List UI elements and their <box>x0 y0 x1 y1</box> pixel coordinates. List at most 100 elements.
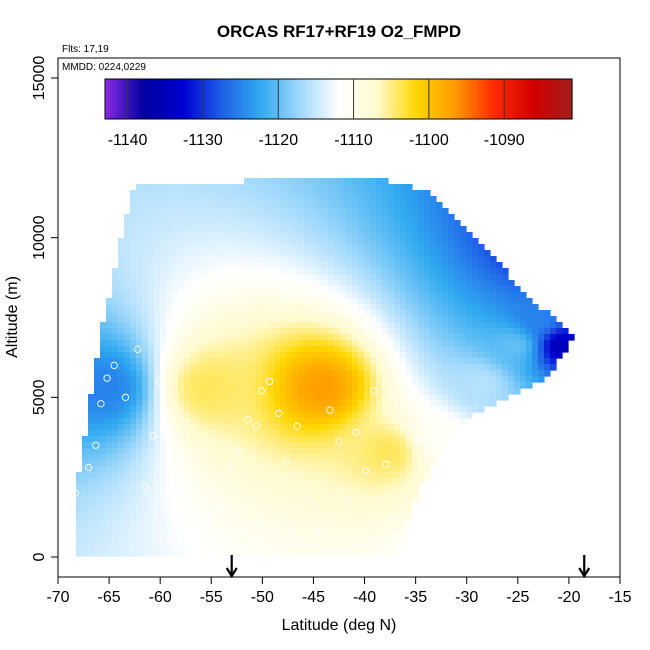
heatmap-cell <box>106 472 113 479</box>
heatmap-cell <box>334 286 341 293</box>
heatmap-cell <box>142 340 149 347</box>
heatmap-cell <box>202 232 209 239</box>
heatmap-cell <box>220 232 227 239</box>
observation-point <box>265 377 274 386</box>
heatmap-cell <box>370 406 377 413</box>
heatmap-cell <box>412 442 419 449</box>
heatmap-cell <box>364 328 371 335</box>
heatmap-cell <box>286 364 293 371</box>
heatmap-cell <box>286 298 293 305</box>
heatmap-cell <box>250 370 257 377</box>
heatmap-cell <box>256 526 263 533</box>
heatmap-cell <box>490 352 497 359</box>
heatmap-cell <box>214 214 221 221</box>
heatmap-cell <box>166 322 173 329</box>
heatmap-cell <box>478 316 485 323</box>
heatmap-cell <box>256 478 263 485</box>
heatmap-cell <box>340 538 347 545</box>
heatmap-cell <box>280 244 287 251</box>
heatmap-cell <box>190 490 197 497</box>
heatmap-cell <box>352 358 359 365</box>
heatmap-cell <box>250 478 257 485</box>
heatmap-cell <box>268 484 275 491</box>
heatmap-cell <box>196 436 203 443</box>
heatmap-cell <box>364 406 371 413</box>
heatmap-cell <box>292 418 299 425</box>
heatmap-cell <box>370 418 377 425</box>
heatmap-cell <box>304 364 311 371</box>
heatmap-cell <box>310 370 317 377</box>
heatmap-cell <box>184 478 191 485</box>
heatmap-cell <box>124 484 131 491</box>
heatmap-cell <box>268 256 275 263</box>
heatmap-cell <box>526 358 533 365</box>
heatmap-cell <box>238 316 245 323</box>
heatmap-cell <box>136 310 143 317</box>
heatmap-cell <box>448 340 455 347</box>
heatmap-cell <box>100 442 107 449</box>
observation-point <box>466 454 474 462</box>
heatmap-cell <box>334 244 341 251</box>
heatmap-cell <box>376 478 383 485</box>
heatmap-cell <box>94 388 101 395</box>
heatmap-cell <box>370 262 377 269</box>
heatmap-cell <box>298 376 305 383</box>
heatmap-cell <box>94 454 101 461</box>
heatmap-cell <box>382 388 389 395</box>
heatmap-cell <box>394 406 401 413</box>
heatmap-cell <box>238 340 245 347</box>
heatmap-cell <box>352 316 359 323</box>
heatmap-cell <box>112 496 119 503</box>
heatmap-cell <box>376 526 383 533</box>
heatmap-cell <box>298 304 305 311</box>
heatmap-cell <box>418 298 425 305</box>
heatmap-cell <box>76 538 83 545</box>
heatmap-cell <box>106 352 113 359</box>
heatmap-cell <box>142 532 149 539</box>
heatmap-cell <box>424 190 431 197</box>
heatmap-cell <box>412 424 419 431</box>
colorbar-swatch <box>371 79 376 119</box>
heatmap-cell <box>400 274 407 281</box>
heatmap-cell <box>382 208 389 215</box>
heatmap-cell <box>490 382 497 389</box>
heatmap-cell <box>220 526 227 533</box>
heatmap-cell <box>382 280 389 287</box>
heatmap-cell <box>220 532 227 539</box>
heatmap-cell <box>412 268 419 275</box>
heatmap-cell <box>88 532 95 539</box>
heatmap-cell <box>166 472 173 479</box>
heatmap-cell <box>472 394 479 401</box>
heatmap-cell <box>178 424 185 431</box>
heatmap-cell <box>412 388 419 395</box>
heatmap-cell <box>142 280 149 287</box>
heatmap-cell <box>244 544 251 551</box>
heatmap-cell <box>406 484 413 491</box>
heatmap-cell <box>154 322 161 329</box>
heatmap-cell <box>322 514 329 521</box>
heatmap-cell <box>166 388 173 395</box>
heatmap-cell <box>124 340 131 347</box>
heatmap-cell <box>454 286 461 293</box>
heatmap-cell <box>382 526 389 533</box>
heatmap-cell <box>274 394 281 401</box>
heatmap-cell <box>316 370 323 377</box>
colorbar-swatch <box>441 79 446 119</box>
heatmap-cell <box>430 370 437 377</box>
heatmap-cell <box>340 520 347 527</box>
heatmap-cell <box>178 340 185 347</box>
heatmap-cell <box>292 340 299 347</box>
heatmap-cell <box>280 226 287 233</box>
heatmap-cell <box>238 382 245 389</box>
heatmap-cell <box>274 448 281 455</box>
heatmap-cell <box>100 418 107 425</box>
colorbar-swatch <box>445 79 450 119</box>
heatmap-cell <box>448 322 455 329</box>
heatmap-cell <box>502 292 509 299</box>
heatmap-cell <box>382 334 389 341</box>
heatmap-cell <box>418 442 425 449</box>
heatmap-cell <box>376 370 383 377</box>
heatmap-cell <box>424 442 431 449</box>
heatmap-cell <box>382 286 389 293</box>
heatmap-cell <box>442 298 449 305</box>
